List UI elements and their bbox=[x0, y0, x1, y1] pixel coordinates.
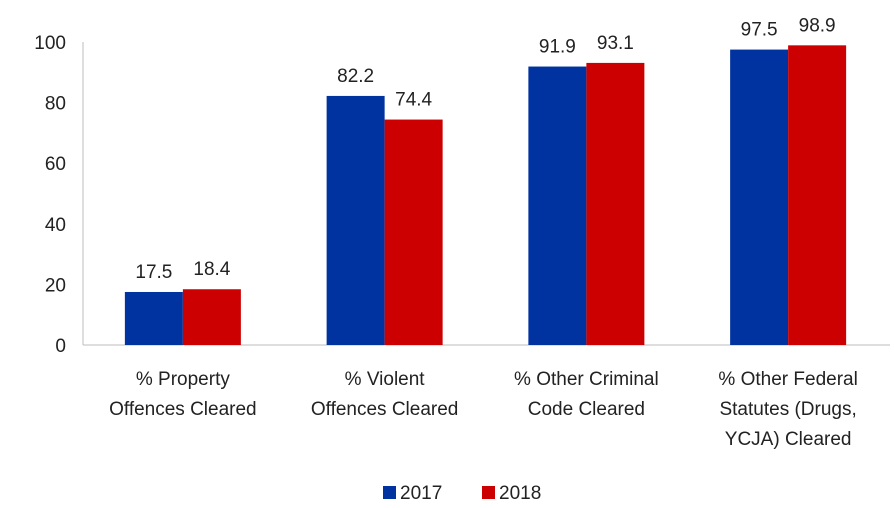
y-tick-label: 100 bbox=[34, 33, 66, 54]
category-label: Statutes (Drugs, bbox=[719, 399, 856, 420]
y-tick-label: 0 bbox=[55, 336, 66, 357]
legend-swatch-2018 bbox=[482, 486, 495, 499]
data-label: 74.4 bbox=[395, 90, 432, 111]
bars bbox=[124, 45, 847, 346]
data-label: 93.1 bbox=[597, 33, 634, 54]
bar-2018-2 bbox=[586, 62, 645, 345]
bar-2018-3 bbox=[788, 45, 847, 345]
legend: 2017 2018 bbox=[383, 483, 541, 504]
legend-label-2018: 2018 bbox=[499, 483, 541, 504]
y-tick-label: 60 bbox=[45, 154, 66, 175]
bar-2018-1 bbox=[384, 119, 443, 346]
category-label: YCJA) Cleared bbox=[725, 429, 852, 450]
y-tick-label: 40 bbox=[45, 215, 66, 236]
data-label: 97.5 bbox=[741, 20, 778, 41]
category-label: % Other Criminal bbox=[514, 369, 659, 390]
data-labels: 17.5 18.4 82.2 74.4 91.9 93.1 97.5 98.9 bbox=[135, 15, 835, 283]
category-label: % Other Federal bbox=[718, 369, 857, 390]
y-tick-label: 80 bbox=[45, 94, 66, 115]
data-label: 91.9 bbox=[539, 37, 576, 58]
category-label: Code Cleared bbox=[528, 399, 645, 420]
bar-2017-0 bbox=[124, 291, 183, 345]
data-label: 17.5 bbox=[135, 262, 172, 283]
legend-swatch-2017 bbox=[383, 486, 396, 499]
bar-2017-3 bbox=[730, 49, 789, 345]
category-label: % Violent bbox=[345, 369, 426, 390]
category-labels: % Property Offences Cleared % Violent Offen… bbox=[109, 369, 858, 450]
y-tick-label: 20 bbox=[45, 275, 66, 296]
bar-2017-2 bbox=[528, 66, 587, 345]
bar-2017-1 bbox=[326, 95, 385, 346]
legend-label-2017: 2017 bbox=[400, 483, 442, 504]
category-label: Offences Cleared bbox=[109, 399, 257, 420]
data-label: 18.4 bbox=[193, 259, 230, 280]
data-label: 98.9 bbox=[799, 15, 836, 36]
category-label: Offences Cleared bbox=[311, 399, 459, 420]
bar-2018-0 bbox=[182, 289, 241, 345]
category-label: % Property bbox=[136, 369, 230, 390]
data-label: 82.2 bbox=[337, 66, 374, 87]
